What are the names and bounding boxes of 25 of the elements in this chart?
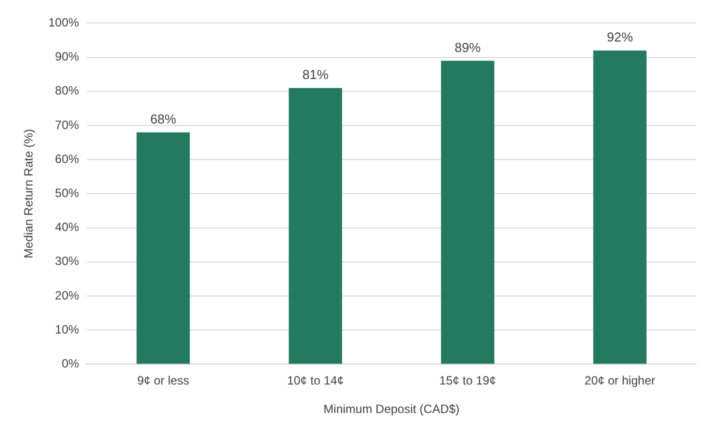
y-tick-label: 40%: [55, 220, 80, 234]
data-label: 81%: [302, 67, 329, 82]
data-label: 68%: [150, 111, 177, 126]
bar: [288, 88, 342, 364]
x-axis-title: Minimum Deposit (CAD$): [324, 402, 460, 416]
y-tick-label: 60%: [55, 152, 80, 166]
bar: [441, 60, 494, 364]
x-tick-label: 15¢ to 19¢: [439, 374, 496, 388]
x-tick-label: 10¢ to 14¢: [287, 374, 344, 388]
bar: [593, 50, 647, 364]
x-tick-label: 20¢ or higher: [584, 374, 656, 388]
bar: [136, 132, 190, 364]
y-tick-label: 0%: [62, 356, 80, 371]
y-tick-label: 20%: [55, 288, 80, 302]
y-tick-label: 80%: [55, 84, 80, 98]
y-tick-label: 70%: [55, 118, 80, 132]
data-label: 92%: [606, 30, 634, 45]
data-label: 89%: [454, 40, 482, 55]
x-tick-label: 9¢ or less: [137, 374, 190, 388]
y-tick-label: 90%: [55, 50, 80, 64]
y-tick-label: 30%: [55, 254, 80, 268]
y-tick-label: 50%: [55, 186, 80, 200]
y-axis-title: Median Return Rate (%): [22, 129, 36, 258]
y-tick-label: 100%: [48, 16, 80, 30]
y-tick-label: 10%: [55, 322, 80, 336]
